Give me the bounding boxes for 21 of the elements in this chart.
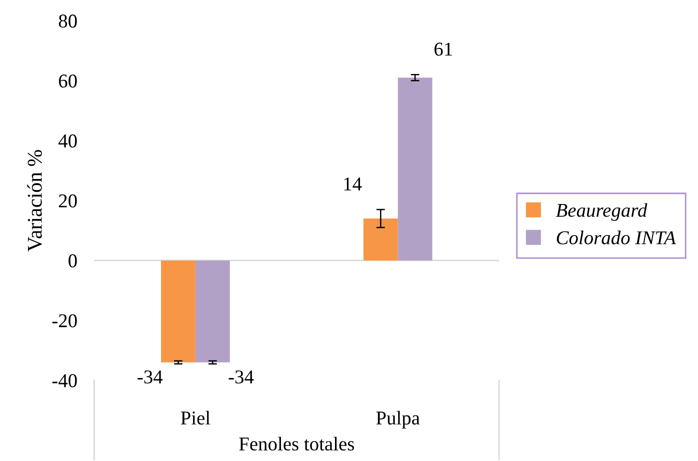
y-tick-label: 0 [68, 254, 77, 268]
y-tick-label: -20 [52, 314, 77, 328]
x-axis-title: Fenoles totales [239, 436, 354, 451]
data-label: 14 [344, 178, 362, 190]
y-tick-label: 40 [58, 134, 77, 148]
y-tick-label: 20 [58, 194, 77, 208]
x-tick-label: Piel [180, 410, 210, 425]
bar [398, 78, 432, 260]
bar [161, 260, 196, 362]
data-label: -34 [138, 370, 163, 384]
data-label: -34 [228, 370, 254, 384]
x-tick-label: Pulpa [376, 410, 420, 429]
bar [195, 260, 230, 362]
y-tick-label: 80 [58, 14, 77, 28]
legend-label: Beauregard [556, 203, 648, 221]
data-label: 61 [434, 42, 452, 56]
bar [363, 218, 398, 260]
legend-label: Colorado INTA [556, 230, 676, 244]
y-axis-title: Variación % [27, 150, 42, 252]
y-tick-label: 60 [58, 74, 77, 88]
y-tick-label: -40 [52, 374, 77, 388]
